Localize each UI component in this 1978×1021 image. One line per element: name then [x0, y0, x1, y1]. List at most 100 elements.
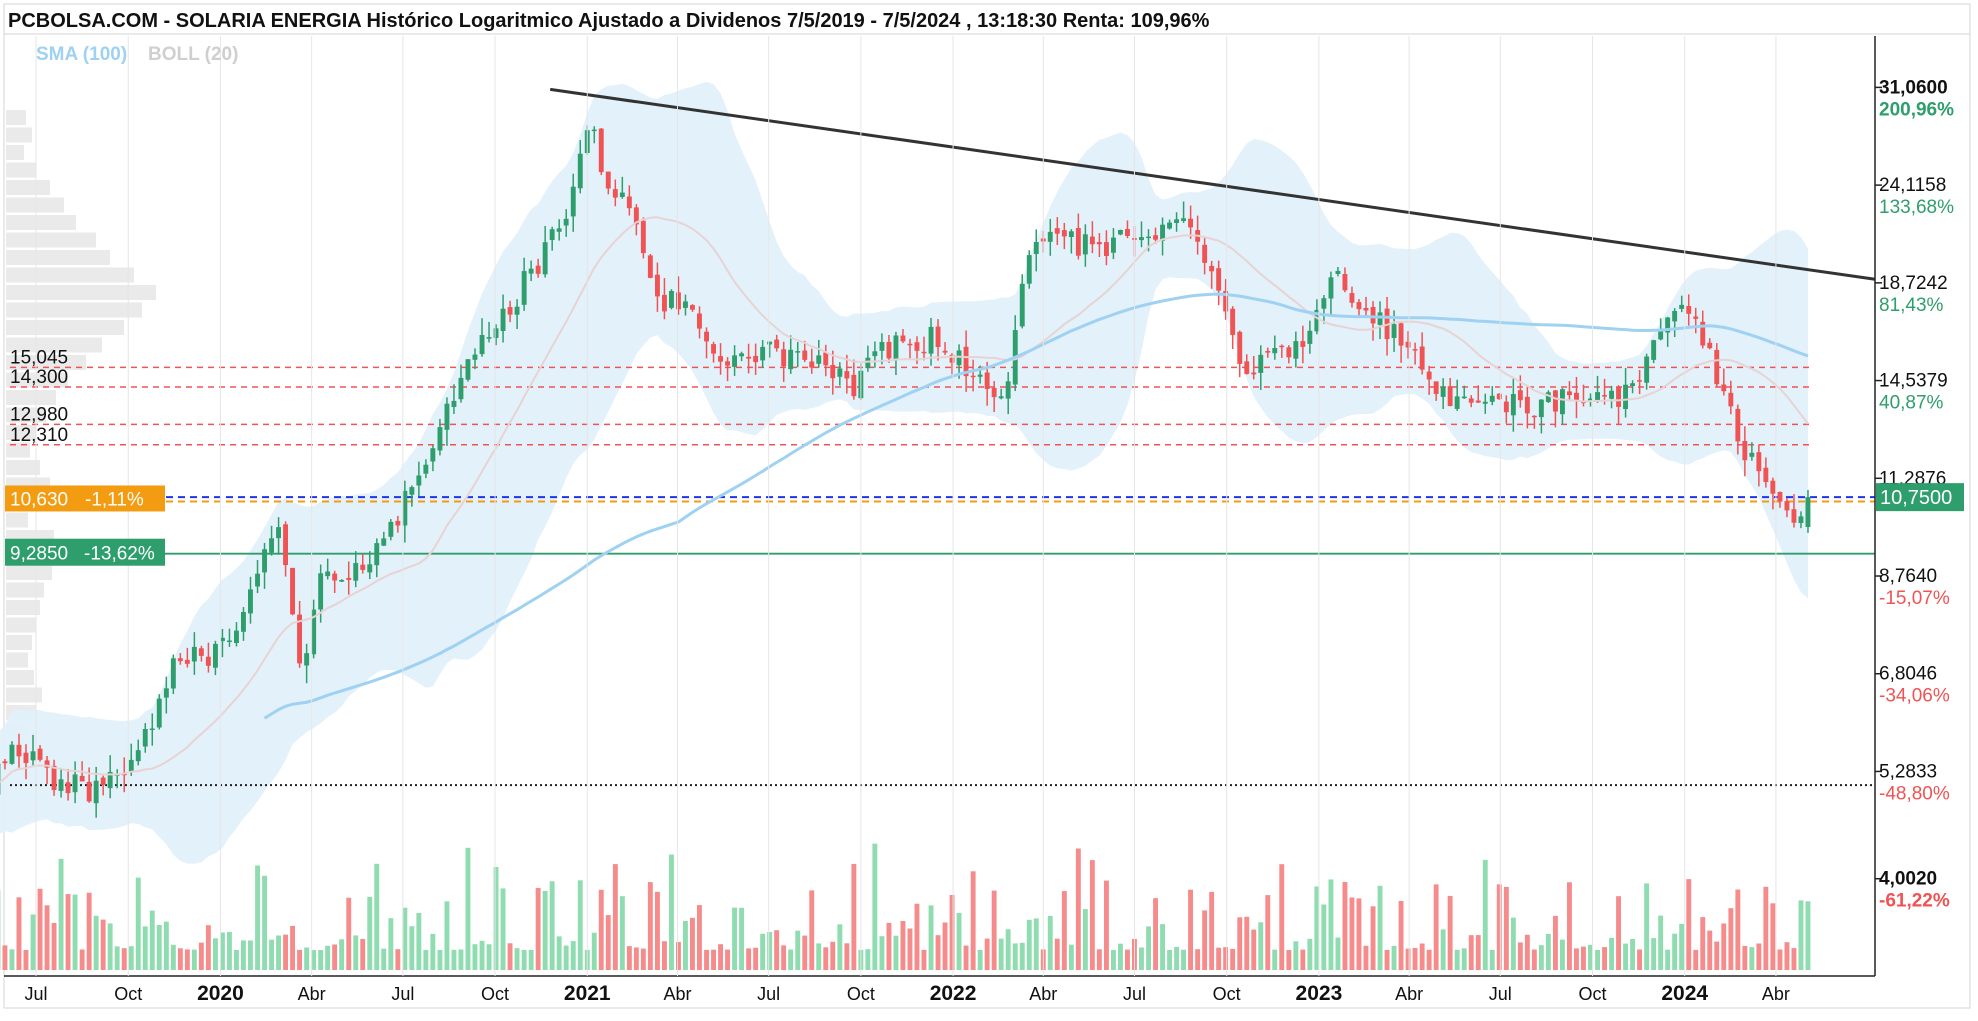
orange-marker-pct: -1,11% [85, 489, 144, 510]
volume-bar [697, 905, 702, 970]
volume-bar [957, 913, 962, 970]
volume-bar [178, 948, 183, 970]
volume-bar [1230, 949, 1235, 970]
volume-bar [781, 945, 786, 970]
candle-body [1560, 389, 1565, 414]
candle-body [466, 359, 471, 380]
volume-bar [1574, 948, 1579, 970]
volume-bar [802, 936, 807, 970]
volume-bar [578, 880, 583, 970]
volume-bar [746, 948, 751, 970]
candle-body [1090, 237, 1095, 245]
candle-body [346, 578, 351, 580]
candle-body [17, 745, 22, 757]
candle-body [129, 760, 134, 773]
candle-body [711, 344, 716, 354]
candle-body [276, 527, 281, 538]
candle-body [339, 580, 344, 582]
volume-bar [676, 942, 681, 970]
candle-body [1069, 231, 1074, 237]
candle-body [332, 574, 337, 581]
candle-body [304, 653, 309, 665]
profile-bar [6, 600, 40, 615]
candle-body [1616, 387, 1621, 407]
volume-bar [1251, 930, 1256, 970]
profile-bar [6, 670, 34, 685]
volume-bar [388, 918, 393, 970]
volume-bar [122, 948, 127, 970]
volume-bar [1202, 910, 1207, 970]
candle-body [599, 129, 604, 173]
profile-bar [6, 128, 32, 143]
candle-body [1735, 409, 1740, 442]
candle-body [1806, 497, 1811, 527]
profile-bar [6, 250, 110, 265]
x-tick-label: Abr [1395, 984, 1423, 1004]
candle-body [1139, 237, 1144, 240]
candle-body [922, 352, 927, 354]
y-tick-label: 14,5379 [1879, 371, 1948, 392]
volume-bar [1511, 918, 1516, 970]
volume-bar [753, 948, 758, 970]
candle-body [1770, 481, 1775, 494]
volume-bar [760, 934, 765, 970]
candle-body [1785, 501, 1790, 510]
legend-sma[interactable]: SMA (100) [36, 44, 127, 65]
candle-body [1167, 223, 1172, 229]
candle-body [936, 327, 941, 347]
volume-bar [185, 949, 190, 970]
volume-bar [1539, 945, 1544, 970]
candle-body [1083, 234, 1088, 254]
candle-body [283, 524, 288, 565]
volume-bar [1174, 947, 1179, 970]
x-tick-label: Abr [1029, 984, 1057, 1004]
candle-body [1202, 245, 1207, 263]
candle-body [459, 378, 464, 399]
volume-bar [459, 950, 464, 971]
volume-bar [1532, 950, 1537, 971]
candle-body [697, 314, 702, 329]
candle-body [795, 351, 800, 353]
volume-bar [1244, 917, 1249, 970]
volume-bar [108, 923, 113, 970]
volume-bar [985, 939, 990, 970]
volume-bar [430, 934, 435, 970]
candle-body [725, 361, 730, 365]
volume-bar [613, 864, 618, 970]
volume-bar [318, 950, 323, 970]
candle-body [178, 658, 183, 661]
candle-body [816, 355, 821, 363]
legend-boll[interactable]: BOLL (20) [148, 44, 238, 65]
candle-body [564, 219, 569, 226]
candle-body [683, 301, 688, 308]
candle-body [1153, 235, 1158, 240]
volume-bar [1651, 938, 1656, 970]
volume-bar [1644, 883, 1649, 970]
volume-bar [487, 944, 492, 970]
orange-marker-value: 10,630 [10, 489, 68, 510]
volume-bar [1272, 950, 1277, 970]
candle-body [1427, 372, 1432, 380]
volume-bar [865, 949, 870, 970]
volume-bar [1013, 943, 1018, 970]
volume-bar [1518, 942, 1523, 970]
candle-body [374, 543, 379, 565]
candle-body [1441, 387, 1446, 397]
volume-bar [1581, 947, 1586, 970]
volume-bar [1265, 895, 1270, 970]
candle-body [395, 521, 400, 526]
candle-body [1462, 397, 1467, 399]
volume-bar [1792, 948, 1797, 970]
candle-body [1188, 219, 1193, 228]
volume-bar [1686, 879, 1691, 970]
volume-bar [1083, 909, 1088, 970]
profile-bar [6, 565, 52, 580]
candle-body [669, 291, 674, 308]
candle-body [781, 349, 786, 366]
volume-bar [788, 950, 793, 971]
candle-body [753, 356, 758, 362]
y-tick-label: 24,1158 [1879, 175, 1946, 196]
volume-bar [1279, 864, 1284, 970]
volume-bar [255, 866, 260, 971]
